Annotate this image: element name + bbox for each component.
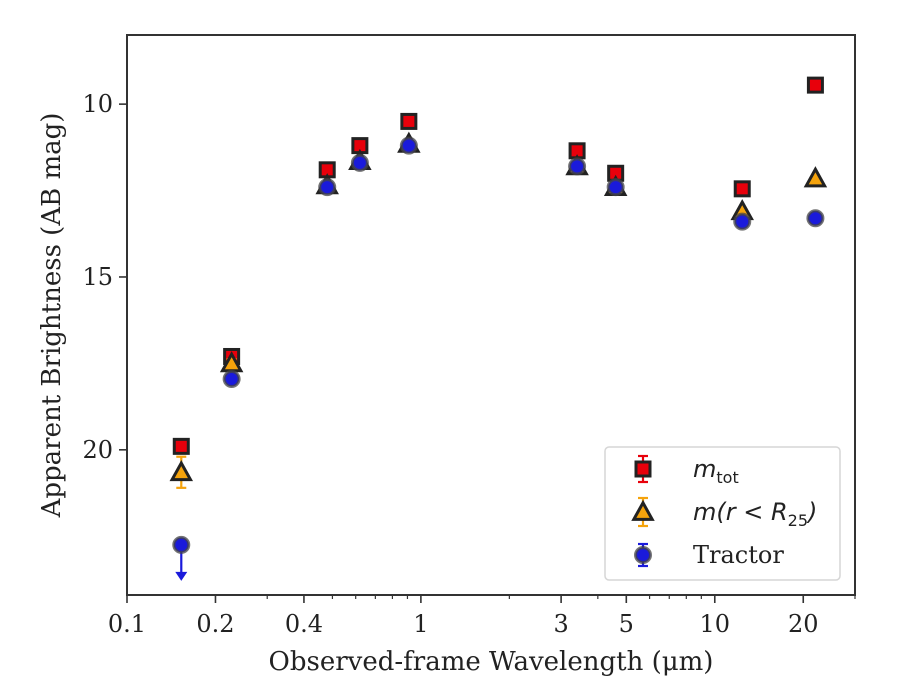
data-point bbox=[169, 459, 194, 482]
series-2 bbox=[172, 136, 825, 581]
legend-marker bbox=[631, 499, 655, 521]
data-point bbox=[606, 178, 625, 197]
data-point bbox=[350, 153, 369, 172]
x-tick-label: 0.1 bbox=[108, 610, 146, 638]
legend-label: m(r < R25) bbox=[693, 498, 817, 530]
y-axis: 10 15 20 bbox=[82, 90, 127, 464]
x-tick-label: 10 bbox=[700, 610, 731, 638]
data-point bbox=[806, 209, 825, 228]
legend-box bbox=[604, 446, 841, 581]
upper-limit-arrowhead bbox=[175, 571, 188, 581]
legend-marker bbox=[634, 546, 652, 564]
x-axis-label: Observed-frame Wavelength (μm) bbox=[269, 647, 714, 677]
data-point bbox=[806, 76, 824, 94]
x-tick-label: 1 bbox=[413, 610, 428, 638]
data-point bbox=[733, 180, 751, 198]
data-point bbox=[172, 535, 191, 554]
x-tick-label: 0.2 bbox=[196, 610, 234, 638]
y-axis-label: Apparent Brightness (AB mag) bbox=[37, 113, 67, 519]
y-tick-label: 10 bbox=[82, 90, 113, 118]
data-point bbox=[222, 369, 241, 388]
y-tick-label: 15 bbox=[82, 263, 113, 291]
data-point bbox=[172, 437, 190, 455]
data-point bbox=[803, 166, 828, 188]
y-tick-label: 20 bbox=[82, 436, 113, 464]
x-axis: 0.1 0.2 0.4 1 3 5 10 20 bbox=[108, 595, 856, 638]
legend-label: Tractor bbox=[693, 541, 784, 569]
x-tick-label: 0.4 bbox=[285, 610, 323, 638]
data-point bbox=[400, 112, 418, 130]
plot-layer bbox=[169, 76, 828, 581]
data-point bbox=[318, 178, 337, 197]
data-point bbox=[399, 136, 418, 155]
legend: mtot m(r < R25) Tractor bbox=[604, 446, 841, 581]
plot-frame bbox=[126, 34, 856, 596]
x-tick-label: 5 bbox=[619, 610, 634, 638]
legend-label: mtot bbox=[693, 455, 739, 487]
series-0 bbox=[172, 76, 824, 455]
data-point bbox=[568, 157, 587, 176]
legend-marker bbox=[634, 460, 652, 478]
series-1 bbox=[169, 131, 828, 489]
x-tick-label: 20 bbox=[788, 610, 819, 638]
x-tick-label: 3 bbox=[553, 610, 568, 638]
data-point bbox=[733, 212, 752, 231]
